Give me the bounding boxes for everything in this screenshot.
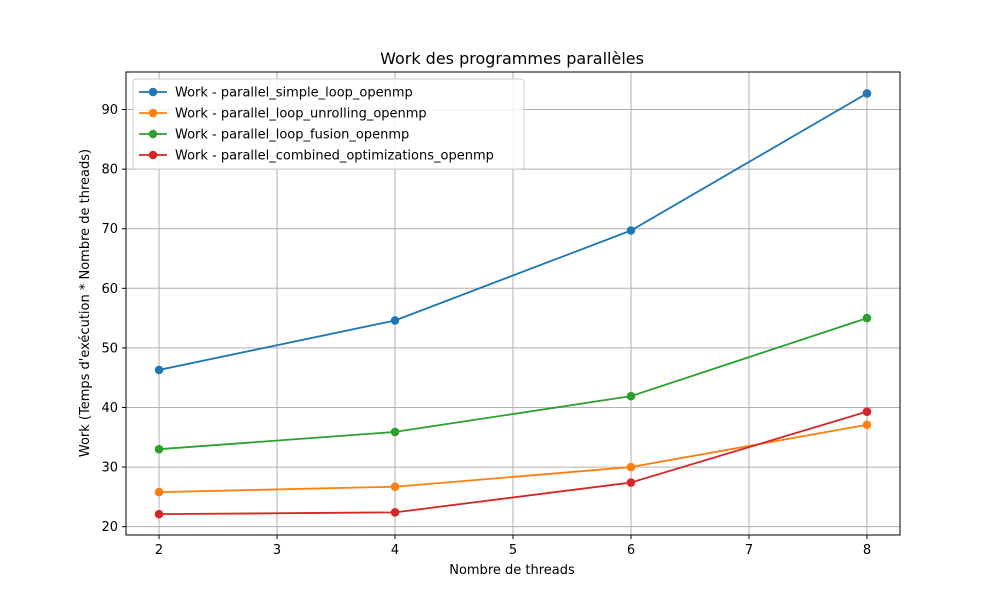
series-4 — [154, 407, 872, 519]
x-tick-label: 6 — [627, 543, 635, 558]
series-line — [159, 410, 868, 516]
y-tick-label: 50 — [101, 341, 118, 356]
data-point — [390, 427, 400, 437]
data-point — [390, 508, 400, 517]
legend-marker — [148, 150, 158, 160]
x-tick-label: 3 — [273, 543, 281, 558]
legend-label: Work - parallel_loop_fusion_openmp — [175, 128, 409, 143]
y-tick-label: 80 — [101, 163, 118, 178]
legend-label: Work - parallel_simple_loop_openmp — [175, 86, 413, 101]
series-3 — [154, 313, 872, 454]
y-tick-label: 70 — [101, 222, 118, 237]
x-tick-label: 4 — [391, 543, 399, 558]
legend-item: Work - parallel_loop_fusion_openmp — [139, 128, 409, 143]
series-line — [159, 423, 868, 493]
y-tick-label: 20 — [101, 520, 118, 535]
series-1 — [154, 89, 872, 375]
chart-title: Work des programmes parallèles — [380, 49, 644, 68]
legend-item: Work - parallel_combined_optimizations_o… — [139, 149, 494, 164]
legend-marker — [148, 129, 158, 139]
data-point — [390, 316, 400, 325]
series-line — [158, 92, 868, 371]
data-point — [154, 487, 164, 497]
data-point — [390, 482, 400, 492]
x-tick-label: 5 — [509, 543, 517, 558]
legend-label: Work - parallel_combined_optimizations_o… — [175, 149, 494, 164]
legend-box — [132, 78, 525, 170]
y-tick-label: 90 — [101, 103, 118, 118]
data-point — [626, 226, 636, 235]
y-tick-label: 60 — [101, 282, 118, 297]
legend-item: Work - parallel_loop_unrolling_openmp — [139, 107, 427, 122]
ticks: 2 3 4 5 6 7 8 20 30 40 50 60 70 80 90 — [101, 103, 871, 558]
legend-item: Work - parallel_simple_loop_openmp — [139, 86, 413, 101]
legend: Work - parallel_simple_loop_openmp Work -… — [132, 78, 525, 170]
x-tick-label: 2 — [155, 543, 163, 558]
series-line — [158, 317, 868, 451]
legend-label: Work - parallel_loop_unrolling_openmp — [175, 107, 427, 122]
data-point — [154, 365, 164, 375]
y-axis-label: Work (Temps d'exécution * Nombre de thre… — [78, 149, 93, 457]
x-tick-label: 8 — [863, 543, 871, 558]
series-layer — [154, 89, 872, 519]
y-tick-label: 30 — [101, 461, 118, 476]
data-point — [862, 420, 872, 430]
data-point — [862, 89, 872, 98]
data-point — [626, 462, 636, 472]
series-2 — [154, 420, 872, 497]
data-point — [626, 478, 636, 487]
x-axis-label: Nombre de threads — [449, 563, 575, 578]
data-point — [154, 444, 164, 454]
y-tick-label: 40 — [101, 401, 118, 416]
data-point — [626, 391, 636, 401]
data-point — [862, 313, 872, 323]
x-tick-label: 7 — [745, 543, 753, 558]
legend-marker — [148, 87, 158, 97]
legend-marker — [148, 108, 158, 118]
data-point — [862, 407, 872, 416]
data-point — [154, 509, 164, 519]
